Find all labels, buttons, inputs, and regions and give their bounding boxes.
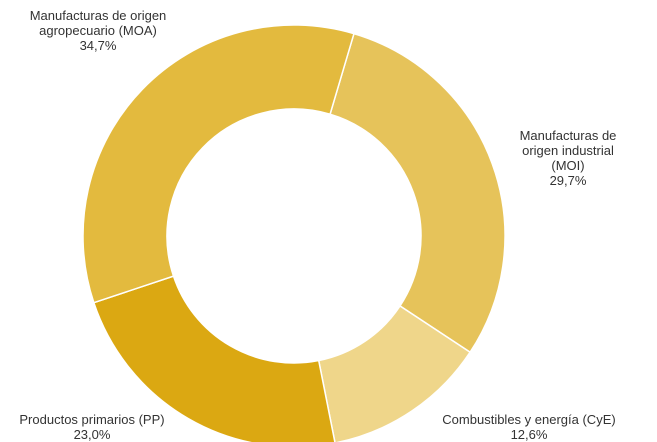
donut-slice <box>82 24 355 304</box>
category-name: Combustibles y energía (CyE) <box>442 412 616 427</box>
slice-label: Manufacturas de origen industrial (MOI) 2… <box>505 128 631 188</box>
slice-label: Productos primarios (PP) 23,0% <box>0 412 184 442</box>
donut-slice <box>329 32 506 354</box>
category-name: Productos primarios (PP) <box>19 412 165 427</box>
value-label: 29,7% <box>549 173 587 188</box>
slice-label: Combustibles y energía (CyE) 12,6% <box>405 412 653 442</box>
value-label: 23,0% <box>73 427 111 442</box>
category-name: Manufacturas de origen agropecuario (MOA… <box>29 8 167 38</box>
value-label: 34,7% <box>79 38 117 53</box>
category-name: Manufacturas de origen industrial (MOI) <box>519 128 617 173</box>
value-label: 12,6% <box>510 427 548 442</box>
donut-slice <box>92 275 336 442</box>
slice-label: Manufacturas de origen agropecuario (MOA… <box>14 8 182 53</box>
donut-slice <box>317 304 472 442</box>
